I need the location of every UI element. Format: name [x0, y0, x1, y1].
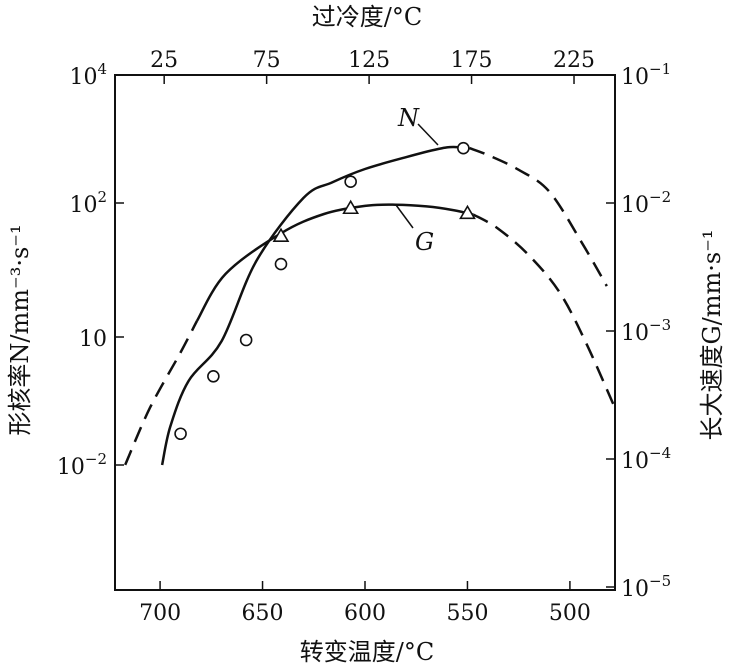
series-n-point: [239, 333, 253, 347]
series-g-point: [272, 227, 290, 243]
x-bottom-tick-label: 650: [242, 601, 284, 626]
y-right-tick-label: 10−1: [621, 60, 671, 90]
right-axis-title: 长大速度G/mm·s⁻¹: [698, 229, 726, 440]
y-left-tick-label: 10−2: [57, 450, 107, 480]
left-axis-title: 形核率N/mm⁻³·s⁻¹: [6, 224, 34, 435]
y-left-tick-label: 10: [79, 327, 107, 352]
x-bottom-tick-label: 550: [446, 601, 488, 626]
series-label-g: G: [415, 228, 434, 256]
y-left-tick-label: 104: [69, 60, 107, 90]
series-n-point: [174, 427, 187, 441]
x-top-tick-label: 75: [253, 48, 281, 73]
x-bottom-tick-label: 700: [139, 601, 181, 626]
bottom-axis-title: 转变温度/°C: [300, 638, 434, 666]
y-left-tick-label: 102: [69, 188, 107, 218]
x-top-tick-label: 225: [553, 48, 595, 73]
series-n-point: [207, 369, 220, 383]
series-n-point: [457, 141, 470, 155]
g-leader-line: [395, 204, 414, 229]
x-top-tick-label: 175: [451, 48, 493, 73]
series-n-point: [344, 175, 357, 189]
series-g-point: [459, 204, 476, 220]
y-right-tick-label: 10−2: [621, 188, 671, 218]
tick-layer: 700 650 600 550 500 25 75 125 175 225 10−2 10 102 104…: [57, 48, 671, 626]
series-g-solid: [195, 203, 474, 322]
x-bottom-tick-label: 500: [549, 601, 591, 626]
n-leader-line: [417, 123, 439, 146]
x-top-tick-label: 125: [348, 48, 390, 73]
y-right-tick-label: 10−5: [621, 572, 671, 602]
plot-frame: [114, 74, 616, 591]
series-g-dashed-1: [124, 320, 199, 466]
series-g-dashed-2: [472, 213, 617, 409]
series-label-n: N: [397, 104, 420, 132]
curve-layer: [124, 145, 617, 466]
x-bottom-tick-label: 600: [344, 601, 386, 626]
x-top-tick-label: 25: [150, 48, 178, 73]
series-n-dashed: [469, 146, 608, 287]
marker-layer: [174, 141, 476, 441]
series-n-solid: [160, 145, 470, 466]
y-right-tick-label: 10−4: [621, 444, 671, 474]
series-n-point: [274, 257, 288, 271]
top-axis-title: 过冷度/°C: [312, 3, 422, 31]
y-right-tick-label: 10−3: [621, 316, 671, 346]
series-g-point: [342, 199, 360, 215]
